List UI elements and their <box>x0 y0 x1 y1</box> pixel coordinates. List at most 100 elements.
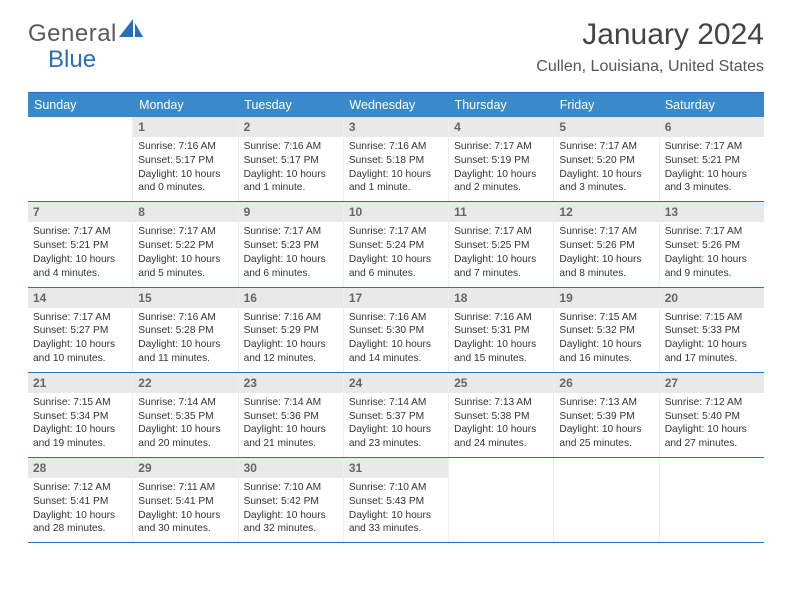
daylight-text: and 19 minutes. <box>33 437 127 451</box>
header: General Blue January 2024 Cullen, Louisi… <box>0 0 792 92</box>
daylight-text: Daylight: 10 hours <box>349 168 443 182</box>
daylight-text: and 33 minutes. <box>349 522 443 536</box>
day-number: 9 <box>239 202 343 222</box>
day-cell: 11Sunrise: 7:17 AMSunset: 5:25 PMDayligh… <box>449 202 554 286</box>
sunset-text: Sunset: 5:40 PM <box>665 410 759 424</box>
sunrise-text: Sunrise: 7:14 AM <box>244 396 338 410</box>
day-number: 27 <box>660 373 764 393</box>
day-cell: 10Sunrise: 7:17 AMSunset: 5:24 PMDayligh… <box>344 202 449 286</box>
daylight-text: and 12 minutes. <box>244 352 338 366</box>
daylight-text: Daylight: 10 hours <box>33 338 127 352</box>
sunset-text: Sunset: 5:28 PM <box>138 324 232 338</box>
day-number: 17 <box>344 288 448 308</box>
daylight-text: and 6 minutes. <box>349 267 443 281</box>
day-number: 16 <box>239 288 343 308</box>
sunset-text: Sunset: 5:27 PM <box>33 324 127 338</box>
daylight-text: Daylight: 10 hours <box>559 423 653 437</box>
daylight-text: Daylight: 10 hours <box>349 338 443 352</box>
daylight-text: Daylight: 10 hours <box>454 253 548 267</box>
sunrise-text: Sunrise: 7:12 AM <box>665 396 759 410</box>
sunset-text: Sunset: 5:29 PM <box>244 324 338 338</box>
day-header-row: Sunday Monday Tuesday Wednesday Thursday… <box>28 93 764 117</box>
daylight-text: and 14 minutes. <box>349 352 443 366</box>
daylight-text: Daylight: 10 hours <box>244 509 338 523</box>
day-cell: 30Sunrise: 7:10 AMSunset: 5:42 PMDayligh… <box>239 458 344 542</box>
day-cell: 20Sunrise: 7:15 AMSunset: 5:33 PMDayligh… <box>660 288 764 372</box>
location-label: Cullen, Louisiana, United States <box>536 58 764 76</box>
week-row: 21Sunrise: 7:15 AMSunset: 5:34 PMDayligh… <box>28 373 764 458</box>
sunset-text: Sunset: 5:35 PM <box>138 410 232 424</box>
day-cell: 13Sunrise: 7:17 AMSunset: 5:26 PMDayligh… <box>660 202 764 286</box>
day-number: 12 <box>554 202 658 222</box>
sunset-text: Sunset: 5:19 PM <box>454 154 548 168</box>
day-cell: 28Sunrise: 7:12 AMSunset: 5:41 PMDayligh… <box>28 458 133 542</box>
day-cell: 6Sunrise: 7:17 AMSunset: 5:21 PMDaylight… <box>660 117 764 201</box>
sunrise-text: Sunrise: 7:16 AM <box>138 140 232 154</box>
sunrise-text: Sunrise: 7:11 AM <box>138 481 232 495</box>
sunrise-text: Sunrise: 7:10 AM <box>349 481 443 495</box>
day-cell: 31Sunrise: 7:10 AMSunset: 5:43 PMDayligh… <box>344 458 449 542</box>
day-cell: 3Sunrise: 7:16 AMSunset: 5:18 PMDaylight… <box>344 117 449 201</box>
day-cell: 14Sunrise: 7:17 AMSunset: 5:27 PMDayligh… <box>28 288 133 372</box>
sunrise-text: Sunrise: 7:16 AM <box>138 311 232 325</box>
day-cell <box>660 458 764 542</box>
sunset-text: Sunset: 5:26 PM <box>559 239 653 253</box>
brand-blue: Blue <box>48 46 96 73</box>
day-number: 7 <box>28 202 132 222</box>
sunset-text: Sunset: 5:24 PM <box>349 239 443 253</box>
sunset-text: Sunset: 5:32 PM <box>559 324 653 338</box>
daylight-text: Daylight: 10 hours <box>244 168 338 182</box>
sunrise-text: Sunrise: 7:15 AM <box>665 311 759 325</box>
day-header: Sunday <box>28 93 133 117</box>
sunrise-text: Sunrise: 7:17 AM <box>349 225 443 239</box>
day-number: 3 <box>344 117 448 137</box>
daylight-text: and 23 minutes. <box>349 437 443 451</box>
sunrise-text: Sunrise: 7:16 AM <box>244 140 338 154</box>
day-header: Friday <box>554 93 659 117</box>
daylight-text: and 4 minutes. <box>33 267 127 281</box>
sunset-text: Sunset: 5:41 PM <box>33 495 127 509</box>
sunset-text: Sunset: 5:30 PM <box>349 324 443 338</box>
day-number: 10 <box>344 202 448 222</box>
sunrise-text: Sunrise: 7:15 AM <box>559 311 653 325</box>
daylight-text: and 27 minutes. <box>665 437 759 451</box>
sunset-text: Sunset: 5:25 PM <box>454 239 548 253</box>
sunset-text: Sunset: 5:18 PM <box>349 154 443 168</box>
sunset-text: Sunset: 5:38 PM <box>454 410 548 424</box>
page-title: January 2024 <box>582 18 764 52</box>
daylight-text: and 15 minutes. <box>454 352 548 366</box>
brand-general: General <box>28 20 117 48</box>
day-cell: 18Sunrise: 7:16 AMSunset: 5:31 PMDayligh… <box>449 288 554 372</box>
daylight-text: and 11 minutes. <box>138 352 232 366</box>
week-row: 1Sunrise: 7:16 AMSunset: 5:17 PMDaylight… <box>28 117 764 202</box>
daylight-text: Daylight: 10 hours <box>454 423 548 437</box>
day-number: 4 <box>449 117 553 137</box>
sunset-text: Sunset: 5:23 PM <box>244 239 338 253</box>
daylight-text: Daylight: 10 hours <box>665 253 759 267</box>
sunrise-text: Sunrise: 7:10 AM <box>244 481 338 495</box>
day-number: 15 <box>133 288 237 308</box>
sunrise-text: Sunrise: 7:17 AM <box>244 225 338 239</box>
daylight-text: and 20 minutes. <box>138 437 232 451</box>
daylight-text: and 10 minutes. <box>33 352 127 366</box>
daylight-text: and 6 minutes. <box>244 267 338 281</box>
sunrise-text: Sunrise: 7:17 AM <box>454 225 548 239</box>
daylight-text: Daylight: 10 hours <box>244 338 338 352</box>
sunrise-text: Sunrise: 7:17 AM <box>559 225 653 239</box>
day-header: Saturday <box>659 93 764 117</box>
day-cell: 16Sunrise: 7:16 AMSunset: 5:29 PMDayligh… <box>239 288 344 372</box>
day-number: 1 <box>133 117 237 137</box>
daylight-text: Daylight: 10 hours <box>665 338 759 352</box>
sunrise-text: Sunrise: 7:16 AM <box>349 311 443 325</box>
sunset-text: Sunset: 5:21 PM <box>33 239 127 253</box>
daylight-text: and 2 minutes. <box>454 181 548 195</box>
daylight-text: and 17 minutes. <box>665 352 759 366</box>
daylight-text: and 25 minutes. <box>559 437 653 451</box>
sunrise-text: Sunrise: 7:17 AM <box>33 311 127 325</box>
sail-icon <box>119 19 143 37</box>
daylight-text: Daylight: 10 hours <box>454 168 548 182</box>
daylight-text: Daylight: 10 hours <box>349 423 443 437</box>
daylight-text: Daylight: 10 hours <box>33 423 127 437</box>
sunset-text: Sunset: 5:20 PM <box>559 154 653 168</box>
sunrise-text: Sunrise: 7:14 AM <box>138 396 232 410</box>
